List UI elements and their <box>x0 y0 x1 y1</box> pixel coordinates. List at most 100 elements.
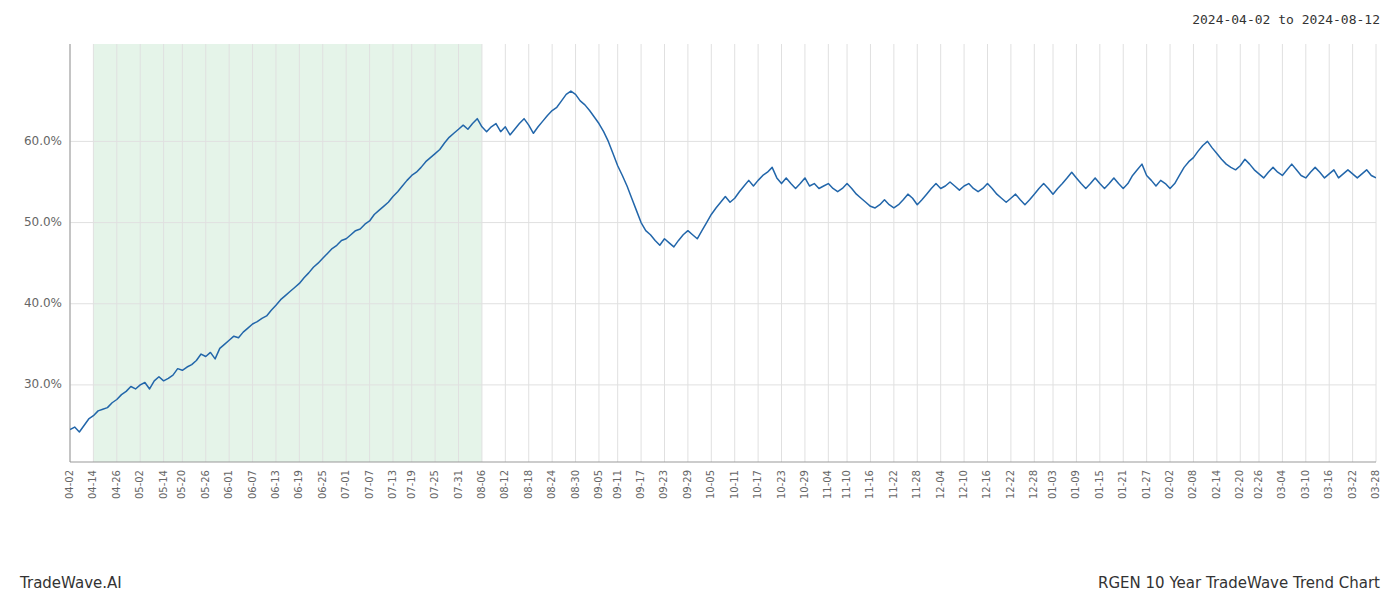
x-tick-label: 11-22 <box>888 470 899 499</box>
x-grid-line <box>229 44 230 462</box>
x-grid-line <box>1099 44 1100 462</box>
x-grid-line <box>987 44 988 462</box>
x-tick-label: 12-22 <box>1005 470 1016 499</box>
highlight-band <box>93 44 482 462</box>
x-tick-label: 04-02 <box>64 470 75 499</box>
x-grid-line <box>275 44 276 462</box>
x-tick-label: 09-05 <box>593 470 604 499</box>
x-tick-label: 08-24 <box>546 470 557 499</box>
x-grid-line <box>346 44 347 462</box>
x-grid-line <box>435 44 436 462</box>
x-tick-label: 09-29 <box>682 470 693 499</box>
x-tick-label: 06-19 <box>293 470 304 499</box>
x-tick-label: 01-03 <box>1047 470 1058 499</box>
x-tick-label: 12-10 <box>958 470 969 499</box>
x-tick-label: 02-14 <box>1211 470 1222 499</box>
x-grid-line <box>252 44 253 462</box>
x-tick-label: 04-14 <box>87 470 98 499</box>
x-grid-line <box>552 44 553 462</box>
x-grid-line <box>828 44 829 462</box>
x-tick-label: 10-17 <box>752 470 763 499</box>
x-tick-label: 06-25 <box>317 470 328 499</box>
x-grid-line <box>93 44 94 462</box>
x-grid-line <box>1240 44 1241 462</box>
x-grid-line <box>369 44 370 462</box>
x-tick-label: 03-04 <box>1276 470 1287 499</box>
x-tick-label: 08-12 <box>499 470 510 499</box>
y-axis-line <box>70 44 71 462</box>
x-grid-line <box>1053 44 1054 462</box>
x-tick-label: 12-28 <box>1028 470 1039 499</box>
x-tick-label: 03-10 <box>1300 470 1311 499</box>
x-grid-line <box>163 44 164 462</box>
x-tick-label: 03-16 <box>1323 470 1334 499</box>
x-tick-label: 08-06 <box>476 470 487 499</box>
x-tick-label: 07-19 <box>406 470 417 499</box>
x-tick-label: 10-29 <box>799 470 810 499</box>
x-grid-line <box>1352 44 1353 462</box>
x-tick-label: 11-16 <box>864 470 875 499</box>
x-tick-label: 11-10 <box>841 470 852 499</box>
x-tick-label: 11-04 <box>822 470 833 499</box>
x-tick-label: 01-27 <box>1141 470 1152 499</box>
annotation: TradeWave.AI <box>19 574 122 592</box>
x-grid-line <box>847 44 848 462</box>
x-grid-line <box>1034 44 1035 462</box>
y-tick-label: 40.0% <box>24 296 62 310</box>
x-tick-label: 07-25 <box>429 470 440 499</box>
x-grid-line <box>1376 44 1377 462</box>
x-grid-line <box>617 44 618 462</box>
x-grid-line <box>205 44 206 462</box>
page: {"chart_data": { "type": "line", "title"… <box>0 0 1400 600</box>
x-grid-line <box>411 44 412 462</box>
x-tick-label: 05-26 <box>200 470 211 499</box>
x-grid-line <box>1123 44 1124 462</box>
x-tick-label: 05-02 <box>134 470 145 499</box>
x-tick-label: 06-07 <box>247 470 258 499</box>
x-grid-line <box>1146 44 1147 462</box>
x-tick-label: 07-31 <box>453 470 464 499</box>
x-grid-line <box>804 44 805 462</box>
subtitle: 2024-04-02 to 2024-08-12 <box>1192 12 1380 27</box>
x-grid-line <box>940 44 941 462</box>
x-grid-line <box>505 44 506 462</box>
x-grid-line <box>322 44 323 462</box>
x-grid-line <box>641 44 642 462</box>
x-grid-line <box>758 44 759 462</box>
trend-line <box>70 91 1376 432</box>
x-grid-line <box>664 44 665 462</box>
line-group <box>70 91 1376 432</box>
y-grid-line <box>70 222 1376 223</box>
x-tick-label: 10-23 <box>776 470 787 499</box>
x-grid-line <box>1329 44 1330 462</box>
y-tick-label: 50.0% <box>24 215 62 229</box>
x-grid-line <box>687 44 688 462</box>
x-tick-label: 12-04 <box>935 470 946 499</box>
x-tick-label: 03-28 <box>1370 470 1381 499</box>
x-tick-labels: 04-0204-1404-2605-0205-1405-2005-2606-01… <box>64 470 1381 499</box>
x-tick-label: 02-26 <box>1253 470 1264 499</box>
x-tick-label: 01-15 <box>1094 470 1105 499</box>
x-grid-line <box>598 44 599 462</box>
x-tick-label: 07-01 <box>340 470 351 499</box>
x-tick-label: 10-11 <box>729 470 740 499</box>
y-grid-line <box>70 384 1376 385</box>
y-tick-label: 30.0% <box>24 377 62 391</box>
x-tick-label: 11-28 <box>911 470 922 499</box>
x-tick-label: 05-14 <box>158 470 169 499</box>
x-grid-line <box>870 44 871 462</box>
x-tick-label: 02-08 <box>1187 470 1198 499</box>
y-grid-line <box>70 303 1376 304</box>
x-grid-line <box>1076 44 1077 462</box>
x-tick-label: 06-01 <box>223 470 234 499</box>
x-grid-line <box>528 44 529 462</box>
y-tick-labels: 30.0%40.0%50.0%60.0% <box>24 134 62 391</box>
x-tick-label: 07-13 <box>387 470 398 499</box>
x-grid-line <box>917 44 918 462</box>
x-grid-line <box>893 44 894 462</box>
x-grid-line <box>140 44 141 462</box>
x-tick-label: 02-02 <box>1164 470 1175 499</box>
x-grid-line <box>781 44 782 462</box>
x-grid-line <box>1282 44 1283 462</box>
x-tick-label: 02-20 <box>1234 470 1245 499</box>
